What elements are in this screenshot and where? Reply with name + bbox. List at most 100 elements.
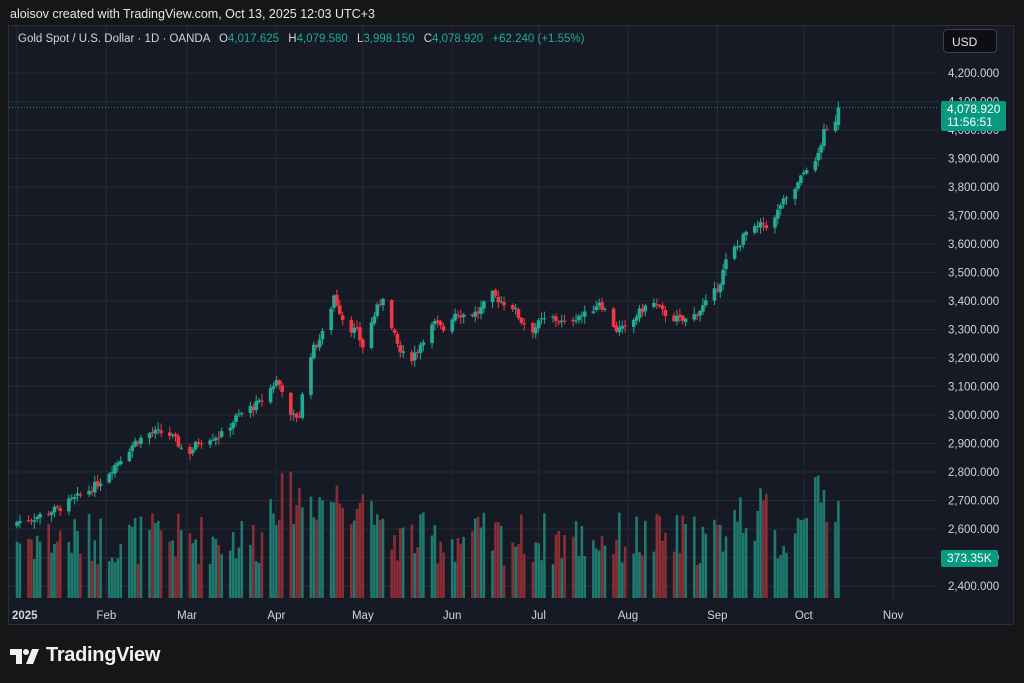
volume-bar [494, 522, 497, 598]
volume-bar [592, 540, 595, 598]
candle-body [381, 298, 385, 306]
volume-bar [531, 561, 535, 598]
volume-bar [597, 550, 601, 598]
chart-panel[interactable] [8, 25, 1014, 625]
y-tick-label: 4,200.000 [948, 68, 999, 80]
volume-bar [390, 549, 393, 598]
volume-bar [76, 531, 79, 598]
volume-bar [724, 536, 728, 598]
candle-body [274, 380, 279, 386]
candle-body [819, 145, 823, 153]
volume-bar [249, 544, 252, 598]
volume-bar [638, 552, 641, 598]
volume-bar [583, 556, 587, 598]
currency-button[interactable]: USD [943, 29, 997, 53]
volume-bar [796, 518, 800, 598]
tradingview-logo[interactable]: TradingView [10, 644, 160, 667]
candle-body [352, 328, 356, 333]
volume-bar [577, 556, 581, 598]
volume-bar [35, 535, 39, 598]
volume-bar [534, 542, 538, 598]
candle-body [118, 461, 123, 465]
candle-body [312, 344, 316, 359]
y-tick-label: 3,200.000 [948, 353, 999, 365]
low-value: 3,998.150 [363, 33, 415, 45]
candle-body [816, 152, 820, 161]
candle-body [461, 314, 466, 318]
volume-bar [358, 502, 362, 598]
candle-body [776, 209, 780, 219]
candle-body [317, 339, 322, 348]
volume-bar [148, 529, 151, 598]
candle-body [660, 305, 665, 310]
volume-bar [574, 521, 578, 598]
volume-bar [652, 551, 656, 598]
candle-body [557, 321, 561, 323]
volume-bar [623, 546, 627, 598]
volume-bar [194, 539, 197, 598]
y-tick-label: 2,700.000 [948, 496, 999, 508]
candle-body [479, 307, 483, 314]
volume-bar [422, 512, 425, 598]
volume-bar [491, 550, 494, 598]
volume-bar [220, 554, 223, 598]
volume-bar [721, 551, 725, 598]
volume-bar [355, 508, 359, 598]
volume-bar [837, 500, 840, 598]
volume-bar [482, 512, 486, 598]
candle-body [150, 432, 155, 434]
candle-body [248, 405, 253, 414]
volume-bar [664, 532, 667, 598]
volume-bar [713, 519, 716, 598]
volume-bar [785, 552, 788, 598]
x-tick-label: Sep [707, 610, 727, 622]
candle-body [833, 121, 838, 131]
volume-bar [93, 540, 97, 598]
volume-bar [514, 546, 517, 598]
y-tick-label: 3,000.000 [948, 410, 999, 422]
candle-body [513, 308, 518, 310]
volume-bar [471, 531, 474, 598]
candle-body [188, 446, 192, 454]
volume-bar [257, 562, 261, 598]
candle-body [574, 320, 578, 322]
volume-bar [113, 562, 117, 598]
candle-body [551, 316, 555, 318]
candle-body [732, 246, 737, 259]
candle-body [597, 302, 601, 306]
candle-body [577, 315, 581, 321]
candle-body [799, 175, 803, 184]
y-tick-label: 3,100.000 [948, 382, 999, 394]
candle-body [755, 226, 760, 228]
candle-body [153, 429, 158, 434]
y-tick-label: 3,300.000 [948, 325, 999, 337]
symbol-legend[interactable]: Gold Spot / U.S. Dollar · 1D · OANDA O4,… [18, 33, 585, 45]
volume-bar [756, 511, 759, 598]
candle-body [519, 317, 524, 323]
candle-body [199, 443, 204, 445]
candle-body [724, 259, 728, 270]
volume-bar [110, 557, 114, 598]
volume-bar [543, 513, 546, 598]
volume-bar [453, 561, 457, 598]
candle-body [32, 520, 37, 522]
candle-body [93, 482, 97, 493]
symbol-name[interactable]: Gold Spot / U.S. Dollar · 1D · OANDA [18, 33, 210, 45]
volume-bar [73, 519, 76, 598]
volume-bar [277, 519, 281, 598]
candle-body [130, 445, 135, 452]
volume-bar [119, 543, 123, 598]
volume-bar [762, 500, 765, 598]
volume-bar [615, 539, 618, 598]
volume-bar [70, 552, 74, 598]
volume-bar [643, 520, 647, 598]
volume-bar [600, 536, 604, 598]
volume-bar [179, 530, 183, 598]
candle-body [773, 217, 777, 228]
volume-bar [133, 518, 137, 598]
x-tick-label: May [352, 610, 374, 622]
last-price-value: 4,078.920 [947, 102, 1001, 116]
volume-bar [90, 560, 94, 598]
candle-body [15, 521, 19, 526]
